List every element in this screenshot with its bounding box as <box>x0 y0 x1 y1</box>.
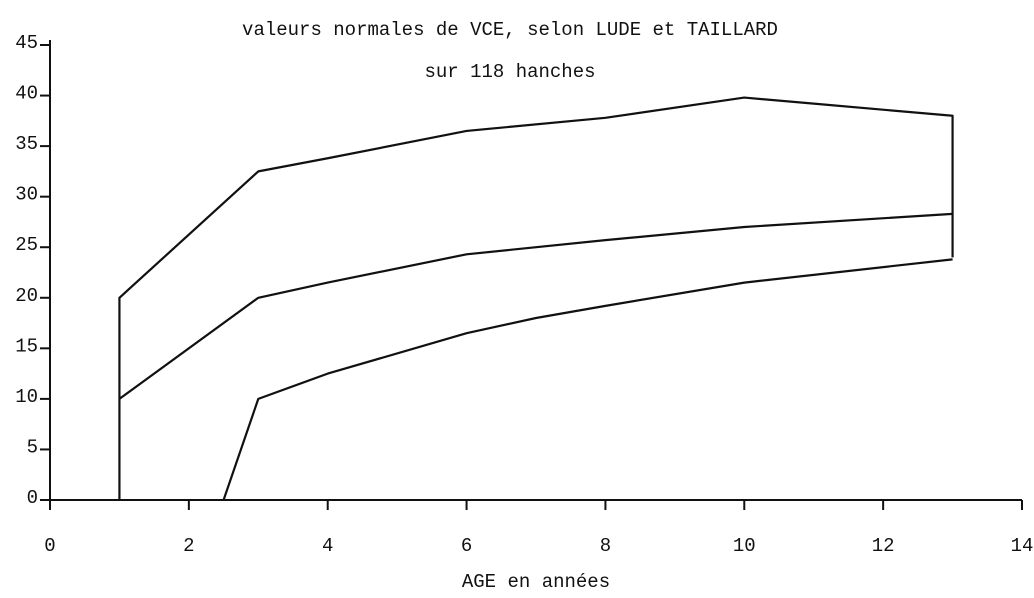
y-tick-label: 5 <box>27 436 38 458</box>
y-tick-label: 40 <box>15 83 38 105</box>
chart-subtitle: sur 118 hanches <box>424 61 595 83</box>
x-tick-label: 0 <box>44 535 55 557</box>
x-tick-label: 4 <box>322 535 333 557</box>
x-tick-label: 6 <box>461 535 472 557</box>
y-tick-label: 30 <box>15 184 38 206</box>
x-tick-label: 10 <box>733 535 756 557</box>
y-tick-label: 25 <box>15 234 38 256</box>
y-tick-label: 10 <box>15 386 38 408</box>
y-tick-label: 0 <box>27 487 38 509</box>
x-tick-label: 8 <box>600 535 611 557</box>
chart-title: valeurs normales de VCE, selon LUDE et T… <box>242 19 778 41</box>
y-tick-label: 15 <box>15 335 38 357</box>
y-tick-label: 45 <box>15 32 38 54</box>
series-line <box>118 212 953 400</box>
x-axis-label: AGE en années <box>462 571 610 593</box>
x-tick-label: 2 <box>183 535 194 557</box>
series-line <box>222 258 953 501</box>
y-tick-label: 35 <box>15 133 38 155</box>
series-line <box>118 96 954 500</box>
x-tick-label: 12 <box>872 535 895 557</box>
x-tick-label: 14 <box>1011 535 1034 557</box>
y-tick-label: 20 <box>15 285 38 307</box>
